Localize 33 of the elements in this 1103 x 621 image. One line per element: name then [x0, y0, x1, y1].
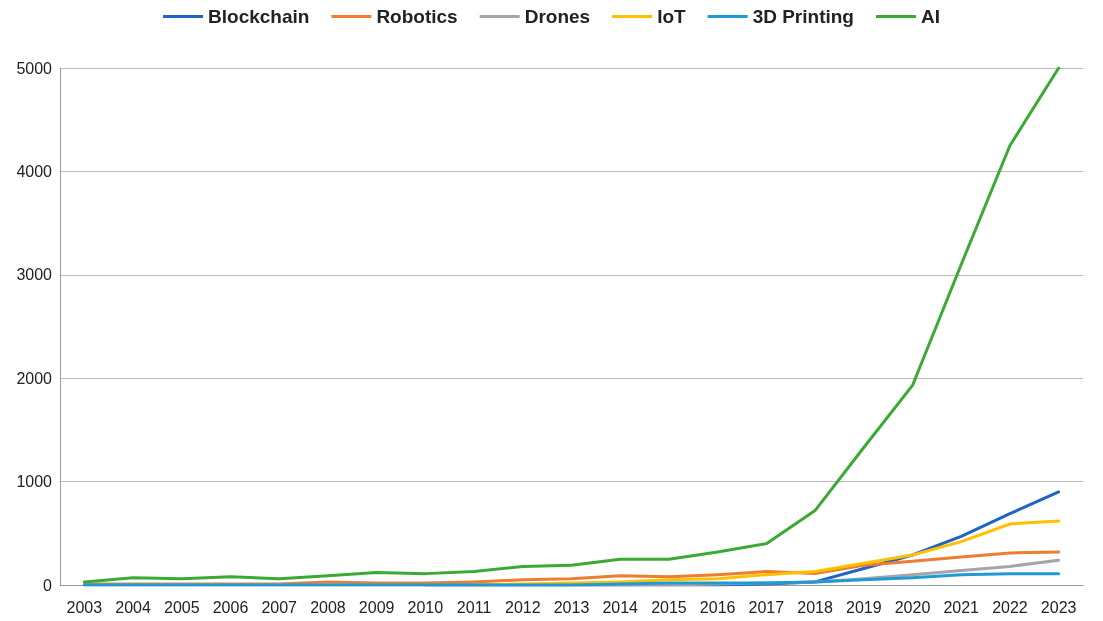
x-tick-label: 2014 [602, 598, 639, 616]
legend-label: 3D Printing [752, 6, 854, 27]
x-tick-label: 2023 [1040, 598, 1077, 616]
x-tick-label: 2011 [456, 598, 492, 616]
y-tick-label: 1000 [16, 473, 53, 491]
x-tick-label: 2007 [261, 598, 298, 616]
y-tick-label: 0 [43, 576, 53, 594]
x-tick-label: 2017 [748, 598, 785, 616]
legend-label: IoT [657, 6, 687, 27]
x-tick-label: 2022 [992, 598, 1028, 616]
legend-label: Robotics [376, 6, 458, 27]
x-tick-label: 2013 [553, 598, 590, 616]
x-tick-label: 2021 [943, 598, 980, 616]
x-tick-label: 2019 [845, 598, 882, 616]
x-tick-label: 2009 [358, 598, 395, 616]
x-tick-label: 2006 [212, 598, 249, 616]
y-tick-label: 4000 [16, 162, 53, 180]
legend-label: AI [920, 6, 940, 27]
legend-label: Blockchain [208, 6, 310, 27]
x-tick-label: 2018 [797, 598, 833, 616]
legend-label: Drones [524, 6, 591, 27]
x-tick-label: 2020 [894, 598, 931, 616]
x-tick-label: 2005 [163, 598, 200, 616]
x-tick-label: 2015 [651, 598, 687, 616]
y-tick-label: 2000 [16, 369, 53, 387]
x-tick-label: 2008 [310, 598, 346, 616]
x-tick-label: 2004 [115, 598, 151, 616]
x-tick-label: 2012 [504, 598, 541, 616]
y-tick-label: 3000 [16, 266, 53, 284]
x-tick-label: 2016 [699, 598, 736, 616]
x-tick-label: 2010 [407, 598, 444, 616]
y-tick-label: 5000 [16, 59, 53, 77]
x-tick-label: 2003 [66, 598, 103, 616]
